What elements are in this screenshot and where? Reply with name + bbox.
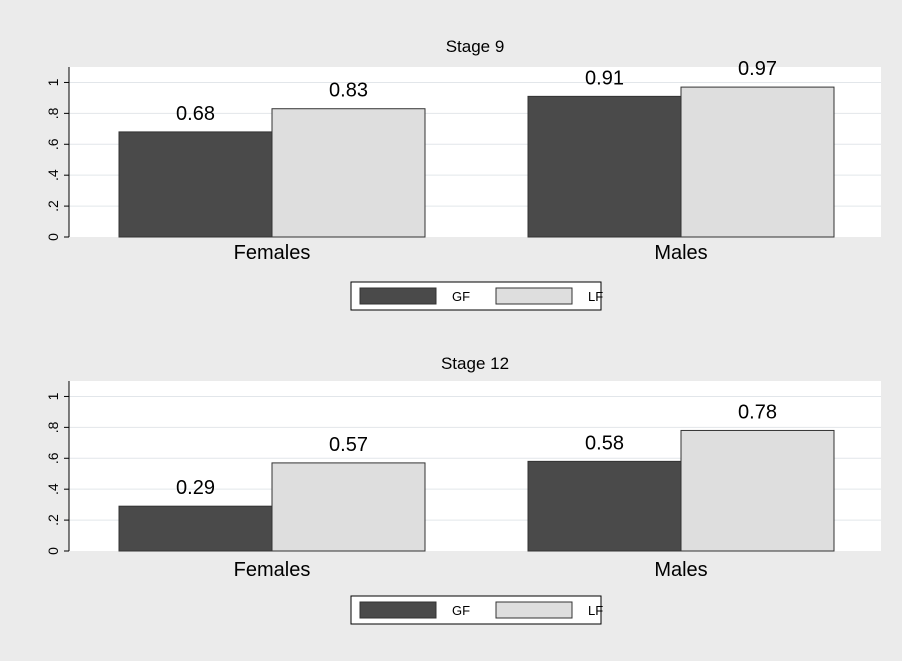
legend-label: LF	[588, 603, 603, 618]
y-tick-label: 0	[45, 547, 61, 555]
y-tick-label: .6	[45, 138, 61, 150]
y-tick-label: .2	[45, 200, 61, 212]
legend: GF LF	[350, 595, 603, 625]
legend-swatch-lf	[495, 601, 573, 619]
y-tick-label: 1	[45, 392, 61, 400]
y-tick-label: .6	[45, 452, 61, 464]
data-label: 0.68	[176, 103, 215, 125]
legend-label: GF	[452, 289, 470, 304]
y-tick-label: .8	[45, 107, 61, 119]
data-label: 0.57	[329, 434, 368, 456]
bar-gf	[118, 505, 273, 552]
bar-lf	[271, 462, 426, 552]
data-label: 0.91	[585, 67, 624, 89]
y-tick-label: .8	[45, 421, 61, 433]
y-tick-label: 1	[45, 78, 61, 86]
category-label: Males	[654, 559, 707, 581]
data-label: 0.97	[738, 58, 777, 80]
category-label: Females	[234, 242, 311, 264]
panel-stage-9: 0 .2 .4 .6 .8 1 Stage 9 0.68 0.83 Females 0.91 0.97…	[45, 37, 881, 311]
y-tick-label: .4	[45, 483, 61, 495]
y-tick-label: .4	[45, 169, 61, 181]
bar-gf	[527, 460, 682, 552]
data-label: 0.83	[329, 80, 368, 102]
legend-label: LF	[588, 289, 603, 304]
data-label: 0.58	[585, 432, 624, 454]
category-label: Males	[654, 242, 707, 264]
legend-swatch-gf	[359, 287, 437, 305]
bar-gf	[527, 95, 682, 238]
bar-lf	[271, 108, 426, 238]
bar-gf	[118, 131, 273, 238]
legend-swatch-lf	[495, 287, 573, 305]
y-tick-label: 0	[45, 233, 61, 241]
chart-title: Stage 12	[441, 354, 509, 373]
chart-title: Stage 9	[446, 37, 505, 56]
panel-stage-12: 0 .2 .4 .6 .8 1 Stage 12 0.29 0.57 Females 0.58 0.7…	[45, 354, 881, 625]
legend-label: GF	[452, 603, 470, 618]
category-label: Females	[234, 559, 311, 581]
data-label: 0.29	[176, 477, 215, 499]
bar-lf	[680, 429, 835, 552]
bar-lf	[680, 86, 835, 238]
y-tick-label: .2	[45, 514, 61, 526]
legend: GF LF	[350, 281, 603, 311]
data-label: 0.78	[738, 401, 777, 423]
legend-swatch-gf	[359, 601, 437, 619]
